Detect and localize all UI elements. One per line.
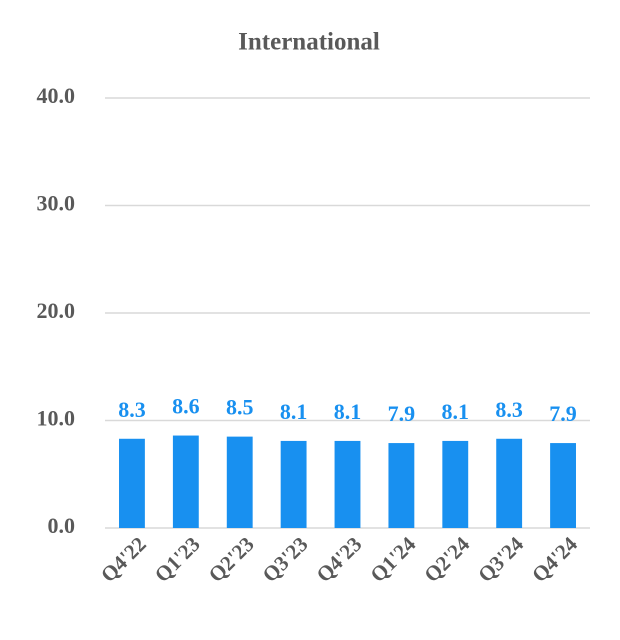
- bar: [388, 443, 415, 528]
- chart-title: International: [238, 29, 380, 56]
- bar: [119, 438, 145, 528]
- x-tick-label: Q3'24: [473, 532, 528, 587]
- y-tick-label: 0.0: [48, 513, 76, 538]
- x-tick-label: Q3'23: [258, 532, 313, 587]
- bar: [442, 440, 469, 528]
- y-tick-label: 40.0: [37, 83, 76, 108]
- data-label: 7.9: [388, 401, 416, 426]
- x-tick-label: Q1'23: [150, 532, 205, 587]
- bar: [496, 438, 523, 528]
- y-tick-label: 10.0: [37, 406, 76, 431]
- x-tick-label: Q1'24: [365, 532, 420, 587]
- bar: [280, 440, 307, 528]
- x-tick-label: Q2'23: [204, 532, 259, 587]
- x-tick-label: Q2'24: [419, 532, 474, 587]
- x-tick-label: Q4'22: [96, 532, 151, 587]
- bar: [550, 443, 576, 528]
- data-label: 8.1: [442, 399, 470, 424]
- x-tick-label: Q4'24: [527, 532, 582, 587]
- y-tick-label: 30.0: [37, 191, 76, 216]
- data-label: 8.6: [172, 394, 200, 419]
- bar: [172, 435, 199, 528]
- bar: [226, 436, 253, 528]
- y-tick-label: 20.0: [37, 298, 76, 323]
- data-label: 8.1: [280, 399, 308, 424]
- data-label: 7.9: [549, 401, 577, 426]
- data-label: 8.5: [226, 395, 254, 420]
- x-tick-label: Q4'23: [312, 532, 367, 587]
- data-label: 8.3: [118, 397, 146, 422]
- data-label: 8.1: [334, 399, 362, 424]
- data-label: 8.3: [495, 397, 523, 422]
- bar: [334, 440, 361, 528]
